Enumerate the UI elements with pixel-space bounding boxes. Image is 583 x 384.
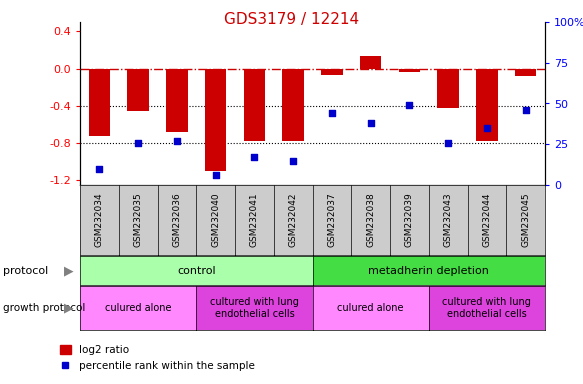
Text: cultured with lung
endothelial cells: cultured with lung endothelial cells	[442, 297, 531, 319]
Bar	[321, 69, 343, 75]
Point	[327, 110, 336, 116]
Bar	[476, 69, 497, 141]
Bar	[244, 69, 265, 141]
Bar	[89, 69, 110, 136]
Text: cultured with lung
endothelial cells: cultured with lung endothelial cells	[210, 297, 299, 319]
Text: GSM232040: GSM232040	[211, 193, 220, 247]
Point	[366, 120, 375, 126]
Text: growth protocol: growth protocol	[3, 303, 85, 313]
Point	[172, 138, 181, 144]
Bar	[399, 69, 420, 72]
Text: culured alone: culured alone	[338, 303, 404, 313]
Text: GSM232036: GSM232036	[173, 193, 181, 247]
Point	[94, 166, 104, 172]
Point	[134, 139, 143, 146]
Text: control: control	[177, 265, 216, 275]
Text: culured alone: culured alone	[105, 303, 171, 313]
Bar	[205, 69, 226, 171]
Point	[482, 125, 491, 131]
Point	[250, 154, 259, 161]
Text: GSM232042: GSM232042	[289, 193, 298, 247]
Text: ▶: ▶	[64, 264, 73, 277]
Legend: log2 ratio, percentile rank within the sample: log2 ratio, percentile rank within the s…	[56, 341, 259, 375]
Bar	[360, 56, 381, 69]
Point	[405, 102, 414, 108]
Point	[211, 172, 220, 178]
Text: ▶: ▶	[64, 301, 73, 314]
Point	[444, 139, 453, 146]
Text: GSM232034: GSM232034	[95, 193, 104, 247]
Text: GSM232038: GSM232038	[366, 193, 375, 247]
Bar	[437, 69, 459, 108]
Bar	[283, 69, 304, 141]
Text: metadherin depletion: metadherin depletion	[368, 265, 489, 275]
Point	[521, 107, 531, 113]
Text: GSM232045: GSM232045	[521, 193, 530, 247]
Bar	[166, 69, 188, 132]
Bar	[128, 69, 149, 111]
Text: GDS3179 / 12214: GDS3179 / 12214	[224, 12, 359, 26]
Text: GSM232041: GSM232041	[250, 193, 259, 247]
Bar	[515, 69, 536, 76]
Text: GSM232044: GSM232044	[482, 193, 491, 247]
Point	[289, 157, 298, 164]
Text: GSM232039: GSM232039	[405, 193, 414, 247]
Text: protocol: protocol	[3, 265, 48, 275]
Text: GSM232043: GSM232043	[444, 193, 452, 247]
Text: GSM232037: GSM232037	[328, 193, 336, 247]
Text: GSM232035: GSM232035	[134, 193, 143, 247]
